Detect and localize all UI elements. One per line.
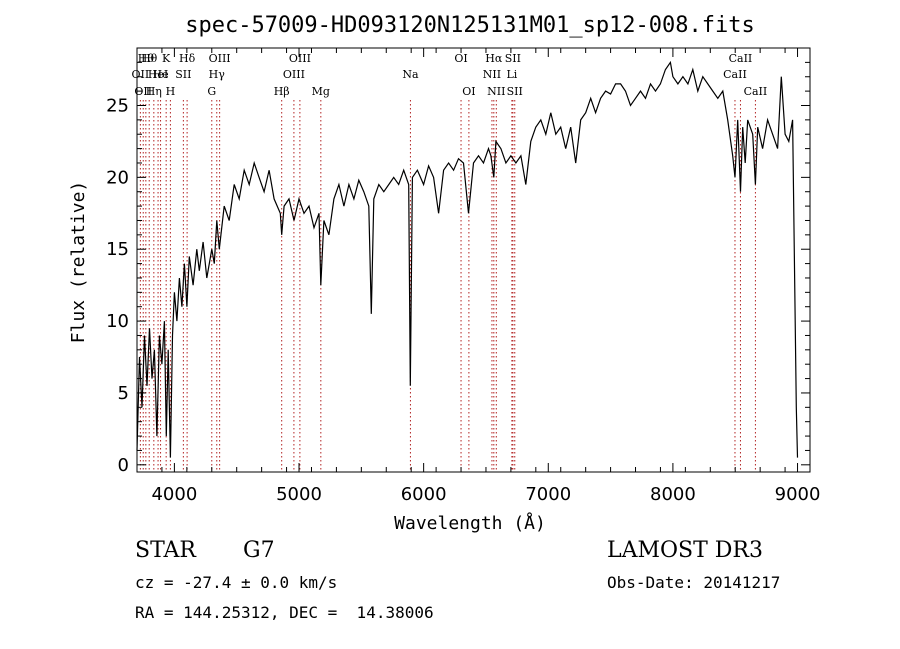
line-label-21: NII	[483, 68, 501, 81]
x-tick-label-5: 9000	[775, 484, 821, 505]
line-label-18: Na	[402, 68, 419, 81]
line-label-2: Hθ	[138, 52, 155, 65]
spectral-line-labels: OIIOIIHθHθHηHeIHeKHSIIHδGHγOIIIHβOIIIOII…	[132, 52, 768, 98]
x-tick-label-4: 8000	[650, 484, 696, 505]
observation-date: Obs-Date: 20141217	[607, 573, 781, 592]
line-label-29: CaII	[744, 85, 768, 98]
x-tick-label-1: 5000	[276, 484, 322, 505]
line-label-26: SII	[507, 85, 523, 98]
line-label-4: Hη	[146, 85, 162, 98]
line-label-8: H	[166, 85, 176, 98]
line-label-7: K	[162, 52, 171, 65]
line-label-1: OII	[134, 85, 152, 98]
line-label-19: OI	[454, 52, 467, 65]
x-tick-label-2: 6000	[401, 484, 447, 505]
line-label-15: OIII	[283, 68, 305, 81]
object-subclass: G7	[243, 538, 275, 563]
x-tick-label-3: 7000	[525, 484, 571, 505]
line-label-22: Hα	[485, 52, 503, 65]
line-label-14: Hβ	[274, 85, 290, 98]
object-class: STAR	[135, 538, 196, 563]
y-axis-ticks: 0 5 10 15 20 25	[106, 47, 810, 476]
y-tick-label-4: 20	[106, 167, 129, 188]
line-label-24: Li	[506, 68, 517, 81]
ra-dec-coordinates: RA = 144.25312, DEC = 14.38006	[135, 603, 434, 622]
line-label-9: SII	[175, 68, 191, 81]
line-label-0: OII	[132, 68, 150, 81]
spectrum-series-line	[136, 60, 799, 458]
y-tick-label-3: 15	[106, 239, 129, 260]
y-tick-label-2: 10	[106, 311, 129, 332]
line-label-28: CaII	[729, 52, 753, 65]
line-label-10: Hδ	[179, 52, 196, 65]
x-tick-label-0: 4000	[151, 484, 197, 505]
line-label-5: HeI	[148, 68, 168, 81]
spectral-line-markers	[139, 100, 756, 472]
survey-name: LAMOST DR3	[607, 538, 763, 563]
y-tick-label-0: 0	[118, 455, 129, 476]
line-label-12: Hγ	[209, 68, 226, 81]
line-label-3: Hθ	[141, 52, 158, 65]
line-label-25: SII	[505, 52, 521, 65]
plot-frame	[136, 47, 811, 473]
line-label-17: Mg	[312, 85, 330, 98]
line-label-13: OIII	[209, 52, 231, 65]
line-label-27: CaII	[723, 68, 747, 81]
redshift-velocity: cz = -27.4 ± 0.0 km/s	[135, 573, 338, 592]
y-tick-label-1: 5	[118, 383, 129, 404]
x-axis-label: Wavelength (Å)	[394, 512, 546, 534]
line-label-11: G	[207, 85, 216, 98]
chart-title: spec-57009-HD093120N125131M01_sp12-008.f…	[185, 13, 755, 38]
y-tick-label-5: 25	[106, 95, 129, 116]
line-label-23: NII	[487, 85, 505, 98]
line-label-16: OIII	[289, 52, 311, 65]
x-axis-ticks: 4000 5000 6000 7000 8000 9000	[136, 48, 821, 505]
line-label-20: OI	[462, 85, 475, 98]
y-axis-label: Flux (relative)	[68, 181, 89, 344]
line-label-6: He	[153, 68, 169, 81]
